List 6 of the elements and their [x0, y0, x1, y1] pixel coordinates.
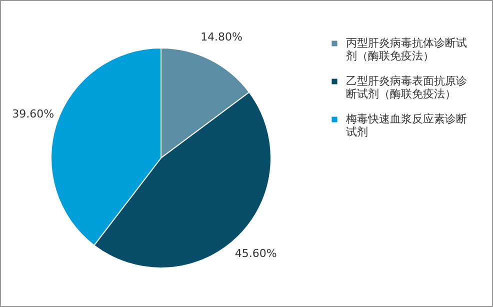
- legend-label: 乙型肝炎病毒表面抗原诊断试剂（酶联免疫法）: [346, 74, 467, 100]
- data-label: 45.60%: [234, 247, 277, 260]
- data-label: 39.60%: [12, 108, 54, 121]
- legend-label: 丙型肝炎病毒抗体诊断试剂（酶联免疫法）: [346, 36, 467, 62]
- legend-label: 梅毒快速血浆反应素诊断试剂: [345, 112, 467, 138]
- data-label: 14.80%: [200, 30, 243, 44]
